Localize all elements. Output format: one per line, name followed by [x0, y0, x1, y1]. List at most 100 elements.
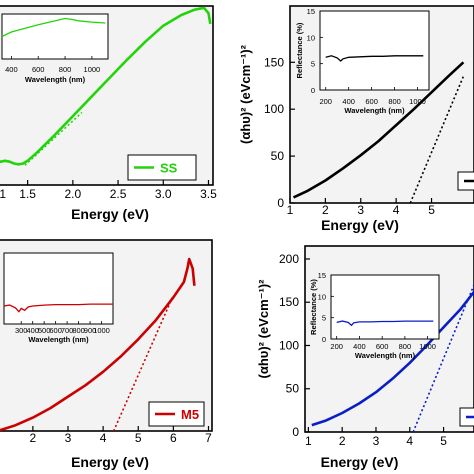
- x-tick-label: 3: [357, 203, 364, 217]
- inset-x-tick-label: 800: [72, 326, 85, 335]
- inset-y-tick-label: 0: [322, 335, 326, 344]
- x-axis-label: Energy (eV): [321, 454, 399, 470]
- inset-x-tick-label: 300: [15, 326, 28, 335]
- x-tick-label: 3.5: [200, 187, 217, 201]
- inset-x-tick-label: 1000: [419, 342, 436, 351]
- inset-y-axis-label: Reflectance (%): [295, 22, 304, 78]
- x-tick-label: 1.5: [19, 187, 36, 201]
- inset-series-line: [1, 17, 106, 38]
- panel-top-left: 1.5 2.0 2.5 3.0 3.5 1 Energy (eV) SS 400 600 800 10…: [0, 5, 217, 222]
- tangent-line: [112, 295, 175, 431]
- y-tick-label: 0: [292, 425, 299, 439]
- inset-x-tick-label: 1000: [93, 326, 110, 335]
- inset-y-axis-label: Reflectance (%): [309, 279, 318, 335]
- y-tick-label: 0: [277, 196, 284, 210]
- y-tick-label: 150: [279, 295, 299, 309]
- inset-y-tick-label: 15: [318, 271, 326, 280]
- y-tick-label: 100: [279, 338, 299, 352]
- inset-x-tick-label: 1000: [84, 65, 101, 74]
- x-tick-label: 4: [100, 431, 107, 445]
- inset-frame: [319, 10, 430, 91]
- legend: SS: [127, 154, 197, 181]
- inset-y-tick-label: 15: [307, 7, 315, 16]
- inset-x-tick-label: 400: [26, 326, 39, 335]
- series-line: [311, 291, 474, 427]
- legend-box: [127, 154, 197, 181]
- x-tick-label: 1: [287, 203, 294, 217]
- inset-frame: [3, 252, 114, 325]
- x-tick-label: 7: [205, 431, 212, 445]
- x-tick-label: 4: [406, 434, 413, 448]
- series-line: [0, 257, 196, 431]
- x-tick-label: 3.0: [155, 187, 172, 201]
- y-tick-label: 50: [271, 149, 285, 163]
- legend: [459, 407, 474, 427]
- inset-y-tick-label: 10: [307, 33, 315, 42]
- inset-x-tick-label: 700: [61, 326, 74, 335]
- x-axis-label: Energy (eV): [71, 206, 149, 222]
- y-axis-label: (αhυ)² (eVcm⁻¹)²: [256, 279, 271, 379]
- inset-x-tick-label: 600: [49, 326, 62, 335]
- inset-x-tick-label: 200: [330, 342, 343, 351]
- inset-y-tick-label: 5: [311, 60, 315, 69]
- inset: 200 400 600 800 1000 0 5 10 15 Wavelength (nm) Ref…: [295, 7, 430, 115]
- inset-series-line: [3, 303, 113, 313]
- x-tick-label: 2: [322, 203, 329, 217]
- x-tick-label: 5: [428, 203, 435, 217]
- inset-x-tick-label: 900: [84, 326, 97, 335]
- x-tick-label: 2: [339, 434, 346, 448]
- tangent-line: [409, 76, 465, 203]
- x-tick-label: 3: [373, 434, 380, 448]
- inset-x-axis-label: Wavelength (nm): [344, 106, 405, 115]
- y-tick-label: 200: [279, 252, 299, 266]
- inset-x-tick-label: 400: [342, 97, 355, 106]
- inset: 200 400 600 800 1000 0 5 10 15 Wavelength (nm) Ref…: [309, 271, 440, 360]
- inset-frame: [330, 274, 440, 340]
- inset-y-tick-label: 5: [322, 314, 326, 323]
- series-line: [292, 61, 465, 199]
- inset-y-tick-label: 10: [318, 292, 326, 301]
- x-tick-label: 2: [30, 431, 37, 445]
- inset-x-tick-label: 1000: [409, 97, 426, 106]
- x-tick-label: 5: [440, 434, 447, 448]
- inset-x-tick-label: 500: [38, 326, 51, 335]
- x-tick-label: 4: [393, 203, 400, 217]
- y-tick-label: 50: [286, 382, 300, 396]
- inset-x-tick-label: 400: [5, 65, 18, 74]
- inset-series-line: [336, 320, 434, 327]
- legend-label: SS: [160, 161, 178, 176]
- inset-x-axis-label: Wavelength (nm): [25, 75, 86, 84]
- tangent-line: [24, 111, 83, 166]
- series-line: [0, 6, 212, 166]
- x-tick-label: 3: [65, 431, 72, 445]
- inset-x-axis-label: Wavelength (nm): [355, 351, 416, 360]
- inset-x-axis-label: Wavelength (nm): [28, 335, 89, 344]
- inset-x-tick-label: 600: [376, 342, 389, 351]
- y-tick-label: 100: [264, 102, 284, 116]
- panel-bottom-left: 2 3 4 5 6 7 Energy (eV) M5 300400500600700800900…: [0, 239, 213, 470]
- inset-series-line: [325, 55, 424, 62]
- inset-x-tick-label: 400: [353, 342, 366, 351]
- inset-x-tick-label: 800: [59, 65, 72, 74]
- x-tick-label: 1: [305, 434, 312, 448]
- inset-x-tick-label: 600: [32, 65, 45, 74]
- inset-y-tick-label: 0: [311, 86, 315, 95]
- x-tick-label-partial: 1: [0, 187, 6, 201]
- y-axis-label: (αhυ)² (eVcm⁻¹)²: [238, 44, 253, 144]
- x-axis-label: Energy (eV): [71, 454, 149, 470]
- inset-x-tick-label: 800: [399, 342, 412, 351]
- x-tick-label: 5: [135, 431, 142, 445]
- legend-label: M5: [181, 407, 199, 422]
- x-tick-label: 6: [170, 431, 177, 445]
- inset-x-tick-label: 600: [365, 97, 378, 106]
- inset-x-tick-label: 200: [319, 97, 332, 106]
- y-tick-label: 150: [264, 55, 284, 69]
- legend: [457, 171, 474, 191]
- legend: M5: [148, 401, 205, 427]
- x-tick-label: 2.5: [110, 187, 127, 201]
- x-axis-label: Energy (eV): [321, 217, 399, 233]
